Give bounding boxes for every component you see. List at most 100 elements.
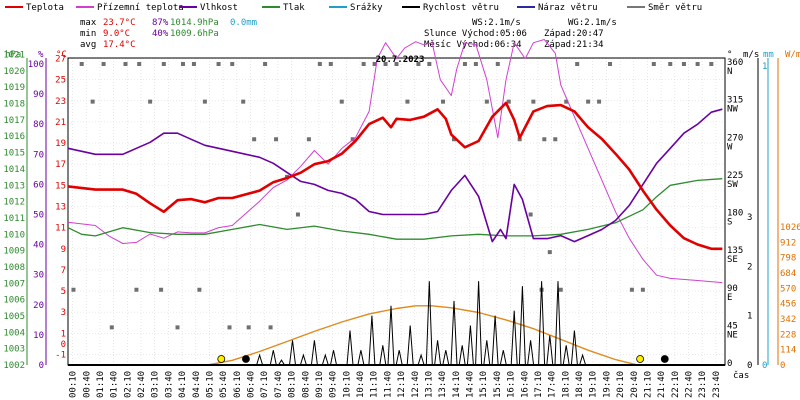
tick-direction: 270 (727, 133, 743, 143)
tick-time: 18:40 (575, 371, 585, 398)
wind-direction-mark (101, 62, 106, 66)
tick-direction: 45 (727, 321, 738, 331)
tick-wm: 570 (780, 284, 796, 294)
wind-direction-mark (394, 62, 399, 66)
tick-pct: 70 (33, 150, 44, 160)
wind-direction-mark (328, 62, 333, 66)
tick-wm: 912 (780, 238, 796, 248)
tick-hpa: 1003 (3, 345, 25, 355)
stat-label: max (80, 18, 97, 28)
tick-time: 11:40 (383, 371, 393, 398)
wind-direction-mark (109, 325, 114, 330)
tick-hpa: 1014 (3, 165, 25, 175)
tick-direction-label: S (727, 218, 732, 228)
sunrise-marker (217, 355, 226, 363)
tick-temp: 23 (55, 97, 66, 107)
tick-temp: 9 (61, 245, 66, 255)
legend-label: Náraz větru (538, 3, 598, 13)
wind-direction-mark (274, 137, 279, 142)
wind-direction-mark (681, 62, 686, 66)
tick-hpa: 1007 (3, 279, 25, 289)
wind-direction-mark (137, 62, 142, 66)
legend-label: Srážky (350, 3, 383, 13)
tick-pct: 50 (33, 211, 44, 221)
tick-time: 02:10 (123, 371, 133, 398)
wind-direction-mark (473, 62, 478, 66)
tick-time: 16:10 (507, 371, 517, 398)
tick-direction: 0 (727, 359, 732, 369)
wind-direction-mark (531, 99, 536, 104)
tick-mm: 0 (762, 361, 767, 371)
wind-direction-mark (202, 99, 207, 104)
tick-pct: 80 (33, 120, 44, 130)
wind-direction-mark (71, 287, 76, 292)
tick-pct: 0 (39, 361, 44, 371)
tick-time: 14:40 (466, 371, 476, 398)
info-sunset: Západ:20:47 (544, 29, 604, 39)
wind-direction-mark (191, 62, 196, 66)
wind-direction-mark (586, 99, 591, 104)
tick-time: 06:40 (247, 371, 257, 398)
stat-temp: 9.0°C (103, 29, 130, 39)
stat-humidity: 40% (152, 29, 169, 39)
stat-label: avg (80, 40, 96, 50)
info-moonrise: Měsíc Východ:06:34 (424, 40, 522, 50)
tick-time: 08:40 (301, 371, 311, 398)
tick-time: 22:40 (685, 371, 695, 398)
tick-time: 20:10 (616, 371, 626, 398)
series-vlhkost (67, 108, 723, 243)
tick-hpa: 1016 (3, 132, 25, 142)
tick-temp: 3 (61, 308, 66, 318)
wind-direction-mark (123, 62, 128, 66)
tick-wm: 684 (780, 269, 796, 279)
wind-direction-mark (90, 99, 95, 104)
tick-time: 10:40 (356, 371, 366, 398)
tick-wm: 114 (780, 346, 796, 356)
stat-temp: 17.4°C (103, 40, 136, 50)
tick-time: 01:40 (110, 371, 120, 398)
tick-pct: 60 (33, 180, 44, 190)
wind-direction-mark (372, 62, 377, 66)
series-solar (207, 305, 638, 366)
tick-temp: 27 (55, 55, 66, 65)
wind-direction-mark (216, 62, 221, 66)
tick-direction-label: E (727, 293, 732, 303)
wind-direction-mark (484, 99, 489, 104)
tick-time: 12:40 (411, 371, 421, 398)
tick-time: 13:10 (424, 371, 434, 398)
stat-temp: 23.7°C (103, 18, 136, 28)
wind-direction-mark (651, 62, 656, 66)
wind-direction-mark (263, 62, 268, 66)
wind-direction-mark (405, 99, 410, 104)
stat-pressure: 1009.6hPa (170, 29, 219, 39)
tick-temp: 21 (55, 118, 66, 128)
wind-direction-mark (495, 62, 500, 66)
plot-area (67, 39, 725, 366)
series-p--zemn--teplota (67, 39, 723, 284)
tick-time: 21:10 (643, 371, 653, 398)
wind-direction-mark (79, 62, 84, 66)
tick-time: 03:40 (164, 371, 174, 398)
tick-hpa: 1021 (3, 51, 25, 61)
tick-direction-label: NW (727, 105, 738, 115)
stat-pressure: 1014.9hPa (170, 18, 219, 28)
stat-humidity: 87% (152, 18, 169, 28)
wind-direction-mark (451, 137, 456, 142)
axis-unit-deg: ° (727, 50, 732, 60)
legend-label: Směr větru (648, 3, 702, 13)
tick-hpa: 1004 (3, 328, 25, 338)
tick-hpa: 1006 (3, 296, 25, 306)
tick-time: 06:10 (233, 371, 243, 398)
axis-unit-ms: m/s (743, 50, 759, 60)
grid (68, 58, 725, 365)
tick-time: 13:40 (438, 371, 448, 398)
series-tlak (67, 178, 723, 240)
tick-time: 07:40 (274, 371, 284, 398)
info-wg: WG:2.1m/s (568, 18, 617, 28)
tick-ms: 1 (747, 312, 752, 322)
series-teplota (67, 101, 723, 251)
tick-time: 14:10 (452, 371, 462, 398)
wind-direction-mark (246, 325, 251, 330)
tick-hpa: 1013 (3, 181, 25, 191)
